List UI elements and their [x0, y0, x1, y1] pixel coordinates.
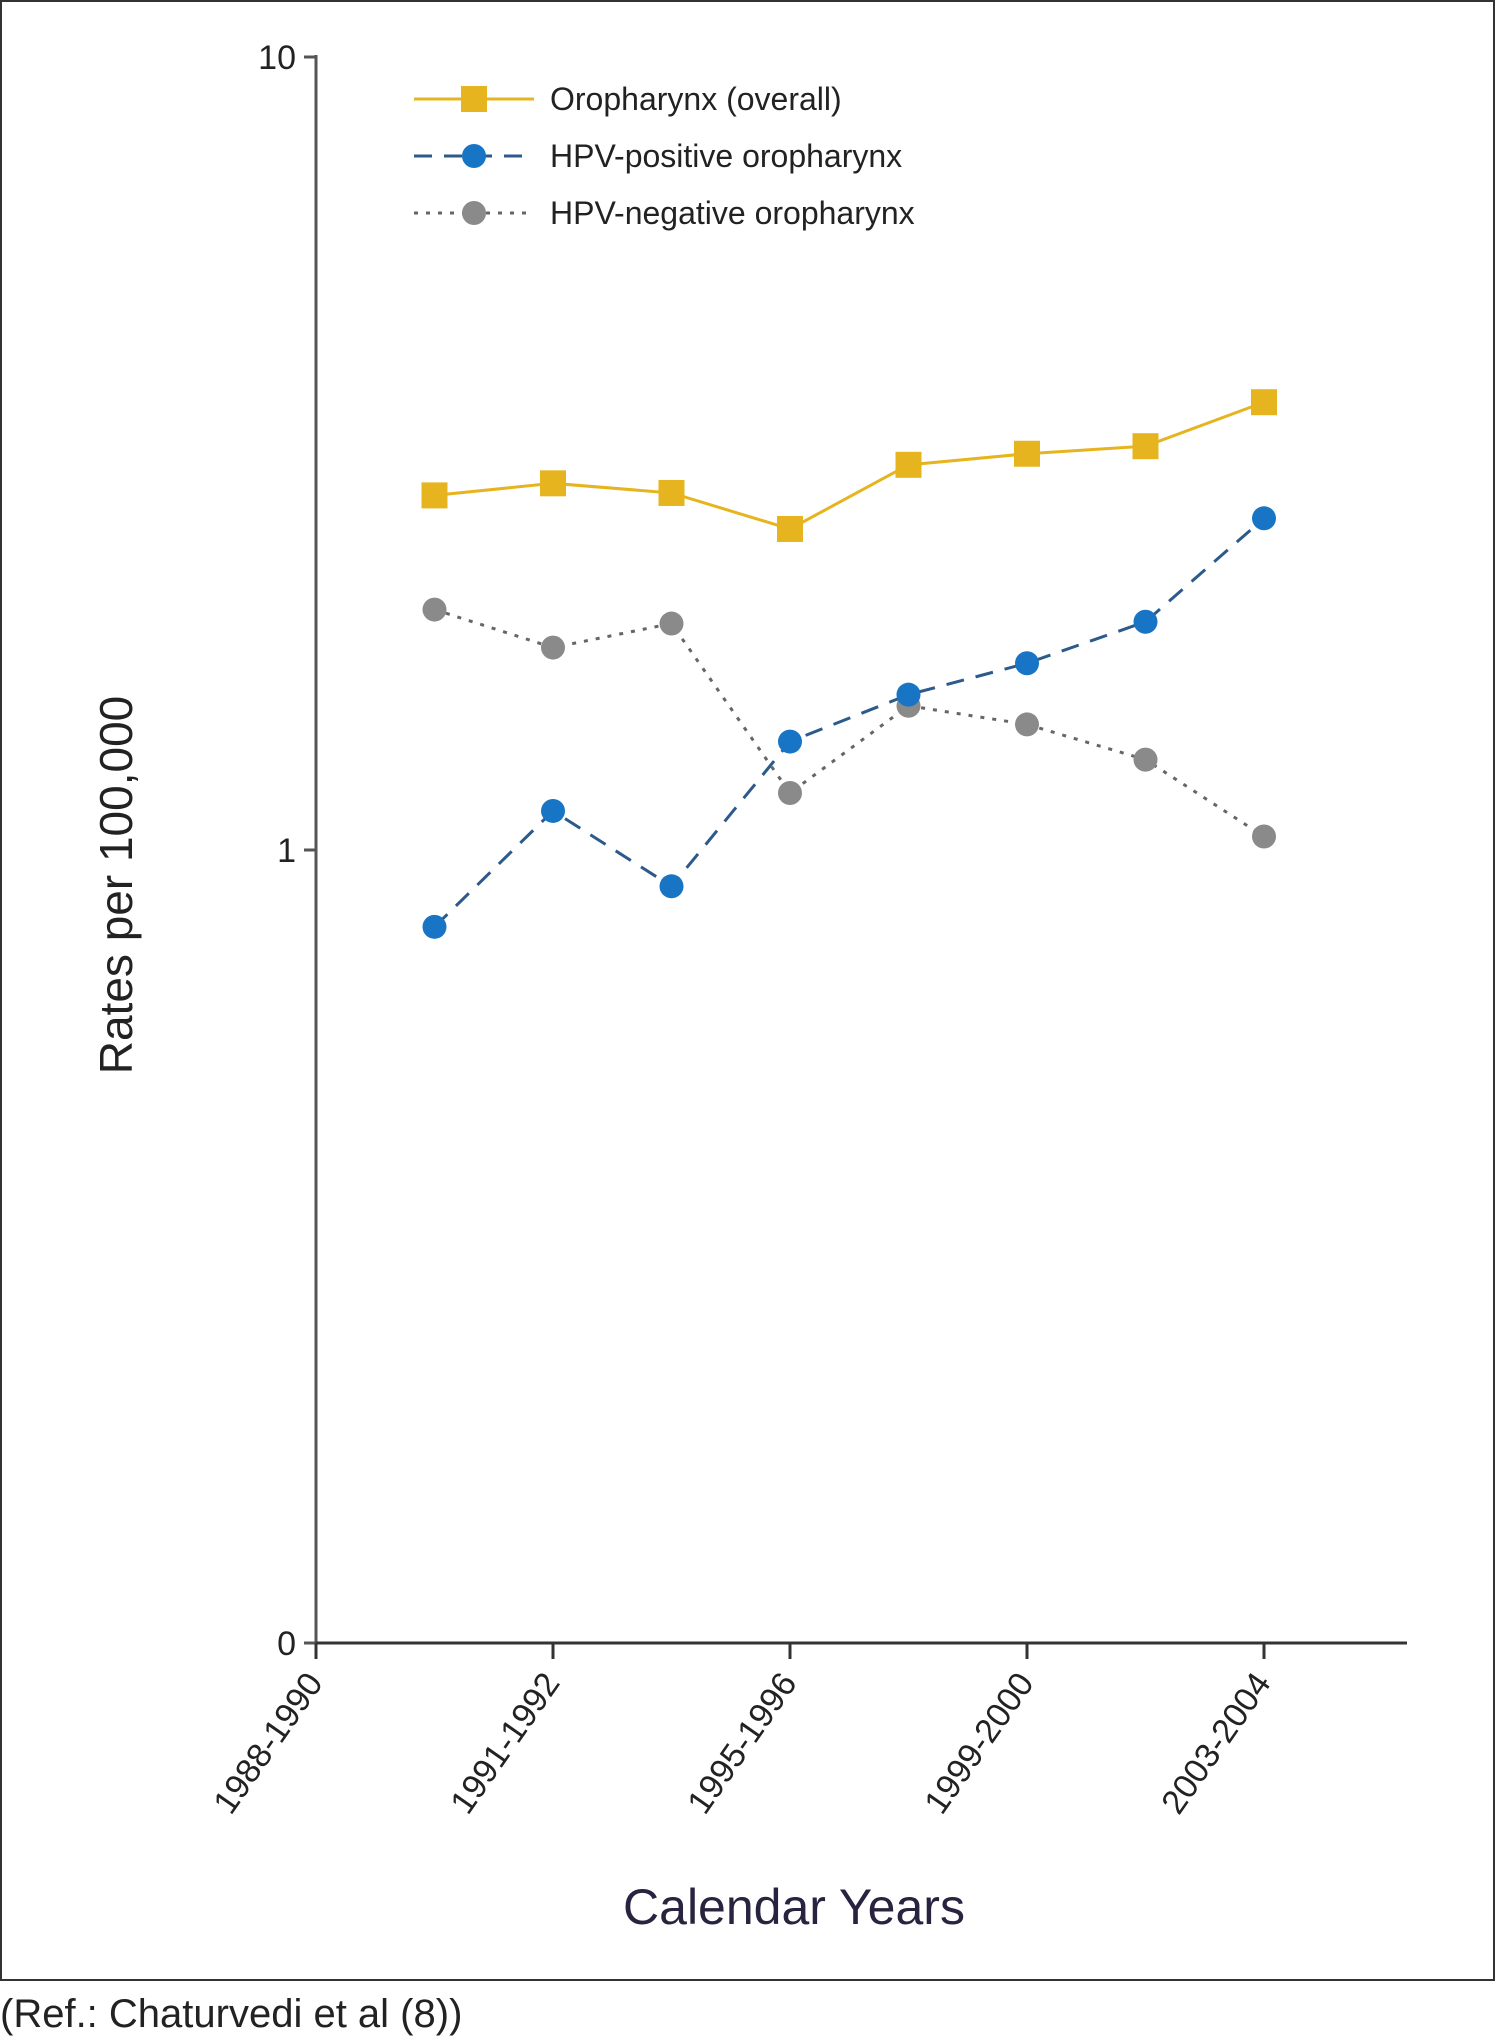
- x-tick-label: 1999-2000: [917, 1666, 1041, 1821]
- data-point-circle: [422, 914, 447, 939]
- series-line: [434, 608, 1265, 838]
- data-point-circle: [896, 682, 921, 707]
- y-tick-label: 0: [277, 1625, 296, 1663]
- y-tick-label: 1: [277, 832, 296, 870]
- data-point-square: [421, 482, 448, 509]
- data-point-circle: [1252, 506, 1276, 531]
- data-point-circle: [541, 635, 565, 660]
- data-point-square: [540, 470, 566, 497]
- data-point-circle: [778, 729, 802, 754]
- y-axis-label: Rates per 100,000: [90, 696, 142, 1075]
- data-point-circle: [1015, 651, 1039, 676]
- x-tick-label: 1988-1990: [206, 1666, 330, 1821]
- legend-label: HPV-positive oropharynx: [550, 138, 902, 174]
- data-point-circle: [1252, 824, 1276, 849]
- data-point-circle: [659, 611, 684, 636]
- chart-frame: [0, 0, 1495, 1981]
- x-tick-label: 1991-1992: [443, 1666, 567, 1821]
- data-point-circle: [1015, 712, 1039, 737]
- data-point-square: [777, 515, 803, 542]
- x-axis-label: Calendar Years: [623, 1879, 965, 1935]
- legend-label: HPV-negative oropharynx: [550, 195, 915, 231]
- data-point-circle: [659, 874, 684, 899]
- legend-marker-square: [461, 86, 487, 112]
- data-point-circle: [541, 798, 565, 823]
- legend-marker-circle: [462, 201, 486, 225]
- x-tick-label: 1995-1996: [680, 1666, 804, 1821]
- x-tick-label: 2003-2004: [1154, 1666, 1278, 1821]
- data-point-square: [895, 451, 922, 478]
- y-tick-label: 10: [258, 39, 296, 77]
- data-point-circle: [778, 780, 802, 805]
- data-point-circle: [1133, 609, 1158, 634]
- legend-marker-circle: [462, 144, 486, 168]
- data-point-square: [658, 479, 685, 506]
- series-line: [433, 517, 1265, 928]
- data-point-square: [1132, 433, 1159, 460]
- data-point-circle: [1133, 747, 1158, 772]
- legend-label: Oropharynx (overall): [550, 81, 842, 117]
- data-point-square: [1014, 440, 1040, 467]
- series-line: [434, 400, 1265, 531]
- data-point-circle: [422, 597, 447, 622]
- reference-note: (Ref.: Chaturvedi et al (8)): [0, 1992, 463, 2036]
- data-point-square: [1251, 389, 1277, 416]
